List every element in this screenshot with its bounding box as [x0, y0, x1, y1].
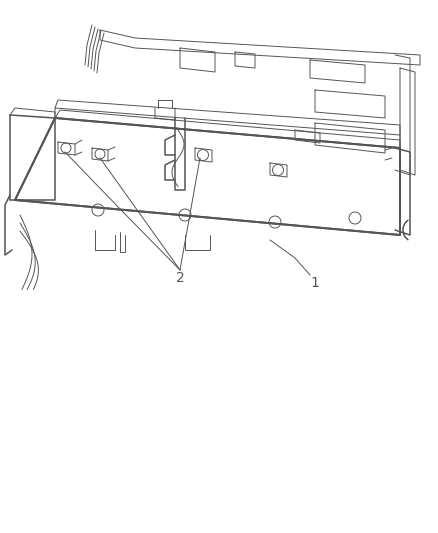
Text: 1: 1 — [311, 276, 319, 290]
Text: 2: 2 — [176, 271, 184, 285]
